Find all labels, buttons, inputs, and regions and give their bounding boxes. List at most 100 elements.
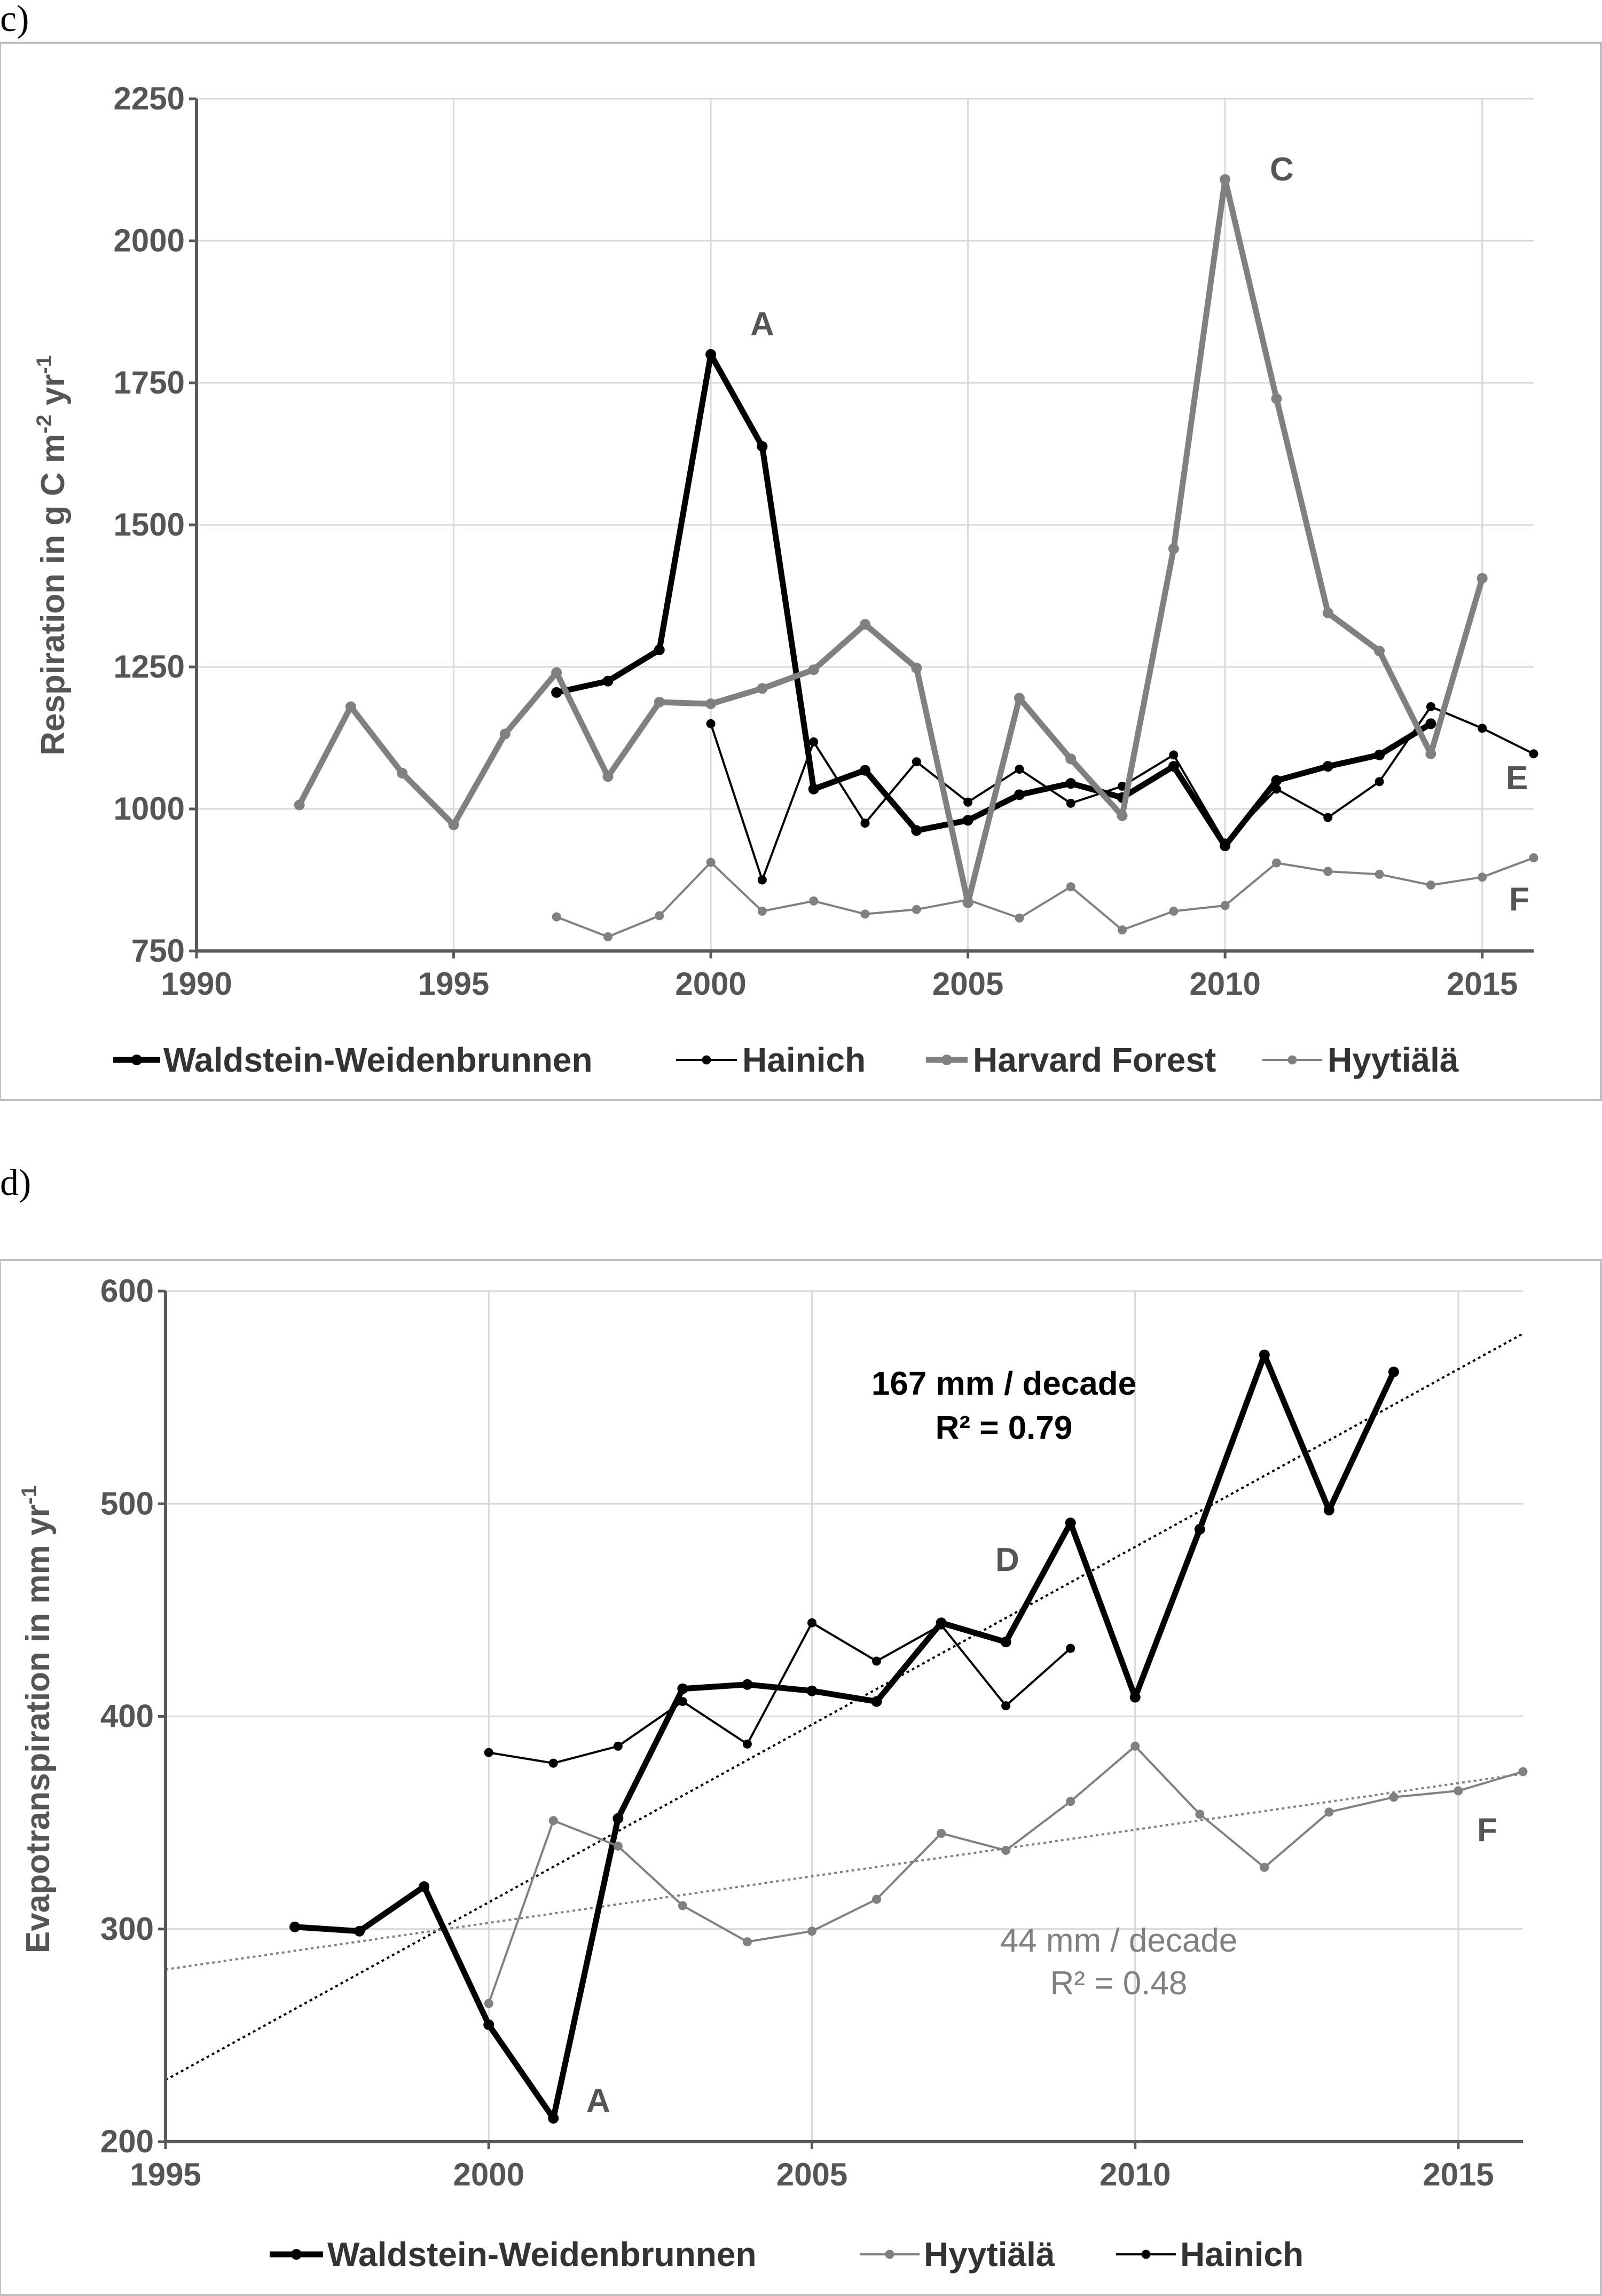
data-point-harvard-forest — [294, 799, 305, 811]
data-point-waldstein-weidenbrunnen — [419, 1881, 430, 1892]
data-point-hainich — [1271, 784, 1281, 794]
y-tick-label: 600 — [100, 1273, 154, 1309]
y-tick-label: 1750 — [114, 365, 185, 400]
data-point-hyytiala — [1529, 853, 1538, 863]
legend-marker-waldstein-weidenbrunnen — [291, 2249, 302, 2260]
panel-c-annotation-a: A — [750, 306, 774, 343]
data-point-waldstein-weidenbrunnen — [602, 675, 614, 687]
panel-c-grid — [197, 98, 1534, 951]
data-point-harvard-forest — [551, 667, 562, 678]
data-point-waldstein-weidenbrunnen — [612, 1813, 624, 1824]
data-point-hyytiala — [1260, 1862, 1269, 1872]
data-point-waldstein-weidenbrunnen — [289, 1921, 301, 1932]
data-point-harvard-forest — [1322, 607, 1333, 618]
panel-c-axes — [189, 97, 1534, 958]
x-tick-label: 2010 — [1189, 966, 1260, 1002]
legend-label-hyytiala: Hyytiälä — [1328, 1041, 1459, 1079]
data-point-waldstein-weidenbrunnen — [654, 644, 665, 656]
data-point-waldstein-weidenbrunnen — [1322, 761, 1333, 772]
data-point-waldstein-weidenbrunnen — [806, 1685, 818, 1696]
series-line-hyytiala — [488, 1745, 1524, 2005]
data-point-hyytiala — [809, 896, 819, 906]
data-point-hainich — [912, 757, 921, 767]
data-point-hainich — [1323, 813, 1333, 822]
legend-label-hyytiala: Hyytiälä — [924, 2235, 1055, 2274]
data-point-hyytiala — [860, 909, 870, 919]
trendline-1 — [165, 1773, 1524, 1971]
data-point-hyytiala — [655, 911, 664, 921]
data-point-hyytiala — [1118, 925, 1127, 935]
data-point-waldstein-weidenbrunnen — [757, 441, 768, 452]
trend-label-waldstein-r2: R² = 0.79 — [936, 1410, 1073, 1446]
data-point-waldstein-weidenbrunnen — [1000, 1637, 1011, 1648]
legend-marker-hyytiala — [885, 2250, 894, 2259]
series-line-hyytiala — [555, 856, 1535, 938]
data-point-harvard-forest — [499, 728, 511, 740]
panel-d: d) 200 300 400 500 600 1995 2000 2005 2010 2015 E… — [0, 1162, 1602, 2296]
data-point-waldstein-weidenbrunnen — [1065, 778, 1077, 789]
data-point-hainich — [807, 1618, 816, 1627]
panel-c-y-axis-title: Respiration in g C m-2 yr-1 — [33, 355, 72, 756]
data-point-waldstein-weidenbrunnen — [551, 687, 562, 698]
data-point-waldstein-weidenbrunnen — [1374, 749, 1385, 760]
data-point-hyytiala — [484, 1999, 493, 2008]
data-point-hainich — [678, 1697, 687, 1707]
x-tick-label: 1990 — [161, 966, 232, 1002]
data-point-hyytiala — [548, 1816, 558, 1826]
data-point-hainich — [860, 819, 870, 828]
panel-d-trendlines — [165, 1332, 1524, 2081]
data-point-harvard-forest — [705, 698, 717, 710]
data-point-hyytiala — [1195, 1810, 1205, 1819]
y-tick-label: 300 — [100, 1911, 154, 1947]
x-tick-label: 2005 — [776, 2157, 847, 2192]
panel-d-annotation-f: F — [1477, 1812, 1497, 1849]
legend-label-waldstein-weidenbrunnen: Waldstein-Weidenbrunnen — [163, 1041, 593, 1079]
data-point-harvard-forest — [448, 819, 459, 830]
data-point-waldstein-weidenbrunnen — [1168, 761, 1179, 772]
y-tick-label: 2250 — [114, 81, 185, 116]
trend-label-hyytiala-slope: 44 mm / decade — [1000, 1922, 1238, 1959]
legend-label-waldstein-weidenbrunnen: Waldstein-Weidenbrunnen — [327, 2235, 757, 2274]
data-point-hyytiala — [1169, 907, 1179, 916]
legend-marker-waldstein-weidenbrunnen — [131, 1055, 142, 1065]
data-point-hyytiala — [1271, 858, 1281, 868]
data-point-hainich — [706, 719, 716, 728]
legend-marker-hyytiala — [1287, 1055, 1297, 1065]
data-point-hyytiala — [742, 1937, 752, 1947]
y-tick-label: 200 — [100, 2124, 154, 2159]
data-point-hyytiala — [1220, 901, 1230, 910]
data-point-hyytiala — [706, 858, 716, 867]
data-point-harvard-forest — [808, 664, 819, 675]
data-point-hyytiala — [1015, 913, 1024, 923]
data-point-hainich — [757, 875, 767, 885]
data-point-waldstein-weidenbrunnen — [1271, 775, 1282, 786]
data-point-waldstein-weidenbrunnen — [1388, 1366, 1399, 1378]
panel-c-annotation-f: F — [1509, 881, 1529, 918]
x-tick-label: 2000 — [453, 2157, 524, 2192]
panel-d-tick-labels: 200 300 400 500 600 1995 2000 2005 2010 2015 — [100, 1273, 1494, 2192]
panel-d-label: d) — [0, 1162, 31, 1204]
data-point-hyytiala — [1375, 869, 1384, 879]
data-point-hyytiala — [552, 912, 561, 922]
panel-c-legend: Waldstein-Weidenbrunnen Hainich Harvard Fo… — [113, 1041, 1459, 1079]
data-point-hyytiala — [807, 1927, 816, 1936]
y-tick-label: 400 — [100, 1699, 154, 1734]
legend-marker-hainich — [1141, 2250, 1151, 2259]
data-point-harvard-forest — [1117, 810, 1128, 821]
data-point-hyytiala — [937, 1829, 946, 1838]
data-point-hainich — [872, 1656, 882, 1666]
data-point-harvard-forest — [757, 683, 768, 694]
data-point-hyytiala — [1323, 867, 1333, 876]
data-point-waldstein-weidenbrunnen — [742, 1679, 753, 1690]
data-point-hyytiala — [757, 907, 767, 916]
series-line-waldstein-weidenbrunnen — [292, 1352, 1397, 2121]
x-tick-label: 2005 — [932, 966, 1003, 1002]
data-point-harvard-forest — [1271, 393, 1282, 404]
data-point-hainich — [484, 1748, 493, 1757]
data-point-harvard-forest — [345, 701, 356, 712]
series-line-hainich — [488, 1622, 1072, 1765]
data-point-hainich — [1066, 798, 1075, 808]
data-point-harvard-forest — [602, 771, 614, 782]
panel-d-frame — [0, 1259, 1602, 2296]
